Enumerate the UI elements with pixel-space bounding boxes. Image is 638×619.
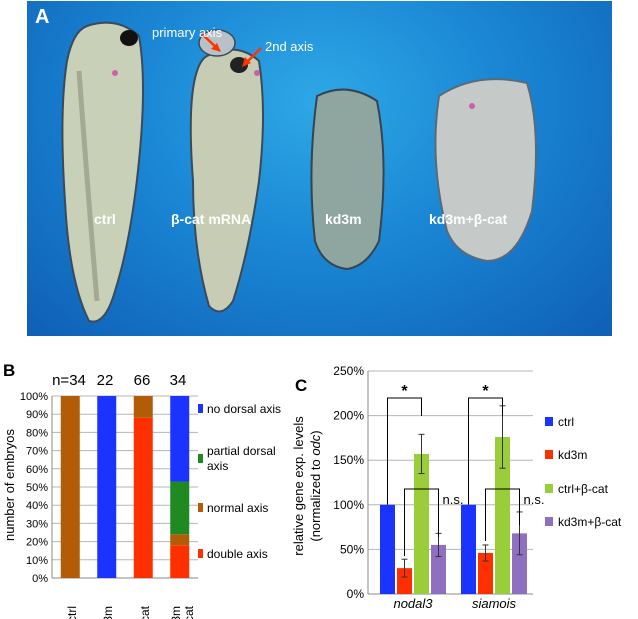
x-tick-label: ctrl (65, 606, 79, 619)
y-tick-label: 10% (26, 555, 48, 567)
y-tick-label: 0% (347, 587, 365, 601)
bar-segment (97, 396, 117, 578)
y-tick-label: 50% (340, 542, 364, 556)
sample-size-label: 22 (97, 372, 114, 389)
panel-letter-a: A (35, 6, 50, 28)
panel-letter-c: C (295, 376, 307, 395)
bar-segment (170, 481, 190, 535)
y-tick-label: 60% (26, 464, 48, 476)
y-tick-label: 200% (333, 409, 364, 423)
panel-letter-b: B (3, 361, 15, 380)
y-tick-label: 90% (26, 409, 48, 421)
bar-segment (170, 534, 190, 546)
x-group-label: siamois (472, 596, 517, 611)
x-tick-label: kd3m (101, 606, 115, 619)
bar (431, 544, 446, 594)
bar-segment (133, 396, 153, 418)
legend-label: double axis (207, 547, 268, 561)
significance-star: * (482, 383, 489, 400)
bar (380, 504, 395, 594)
legend-label: ctrl+β-cat (558, 482, 609, 496)
embryo-photo-panel: A primary axis 2nd axis ctrl β-cat mRNA … (27, 1, 612, 336)
ns-bracket (485, 488, 520, 541)
legend-swatch (545, 484, 553, 493)
significance-bracket (468, 397, 503, 505)
x-tick-label: + β-cat (182, 605, 196, 619)
bar-segment (133, 417, 153, 578)
bar (495, 437, 510, 594)
y-tick-label: 50% (26, 482, 48, 494)
photo-label-kd3m-beta-cat: kd3m+β-cat (429, 211, 508, 227)
kd3m-beta-cat-embryo (434, 78, 537, 263)
legend-swatch (545, 450, 553, 459)
bar-segment (170, 545, 190, 578)
legend-label: kd3m (558, 448, 587, 462)
legend-label: kd3m+β-cat (558, 515, 622, 529)
y-axis-label-line2: (normalized to odc) (308, 430, 323, 541)
legend-swatch (198, 503, 203, 512)
y-tick-label: 250% (333, 364, 364, 378)
x-tick-label: β-cat (138, 605, 152, 619)
legend-swatch (198, 549, 203, 558)
y-tick-label: 20% (26, 537, 48, 549)
y-tick-label: 80% (26, 427, 48, 439)
sample-size-label: 34 (170, 372, 187, 389)
ctrl-embryo (61, 21, 144, 323)
y-tick-label: 70% (26, 446, 48, 458)
legend-label: no dorsal axis (207, 402, 281, 416)
ns-label: n.s. (524, 492, 545, 507)
kd3m-embryo (310, 88, 385, 271)
photo-label-ctrl: ctrl (94, 211, 116, 227)
x-tick-label: kd3m (169, 606, 183, 619)
legend-swatch (545, 517, 553, 526)
legend-swatch (198, 454, 203, 463)
embryo-photo (61, 21, 537, 323)
beta-cat-embryo (189, 29, 264, 313)
legend-label: axis (207, 459, 228, 473)
significance-star: * (401, 383, 408, 400)
bar (478, 552, 493, 594)
significance-bracket (387, 397, 422, 505)
y-tick-label: 100% (333, 498, 364, 512)
bar (397, 568, 412, 594)
y-tick-label: 30% (26, 518, 48, 530)
sample-size-label: n=34 (52, 372, 86, 389)
second-axis-annotation: 2nd axis (265, 39, 314, 54)
x-group-label: nodal3 (393, 596, 433, 611)
legend-swatch (198, 404, 203, 413)
y-axis-label-line1: relative gene exp. levels (291, 416, 306, 556)
y-tick-label: 150% (333, 453, 364, 467)
photo-label-kd3m: kd3m (325, 211, 362, 227)
legend-label: normal axis (207, 501, 268, 515)
legend-label: partial dorsal (207, 444, 276, 458)
y-tick-label: 0% (32, 573, 48, 585)
primary-axis-annotation: primary axis (152, 25, 223, 40)
bar (414, 453, 429, 594)
sample-size-label: 66 (134, 372, 151, 389)
ns-bracket (404, 488, 439, 557)
photo-label-beta-cat: β-cat mRNA (171, 211, 252, 227)
bar (512, 533, 527, 594)
legend-label: ctrl (558, 415, 574, 429)
legend-swatch (545, 417, 553, 426)
bar-segment (170, 396, 190, 482)
bar-segment (60, 396, 80, 578)
ns-label: n.s. (443, 492, 464, 507)
y-axis-label: number of embryos (2, 429, 17, 541)
y-tick-label: 100% (20, 391, 48, 403)
bar (461, 504, 476, 594)
y-tick-label: 40% (26, 500, 48, 512)
